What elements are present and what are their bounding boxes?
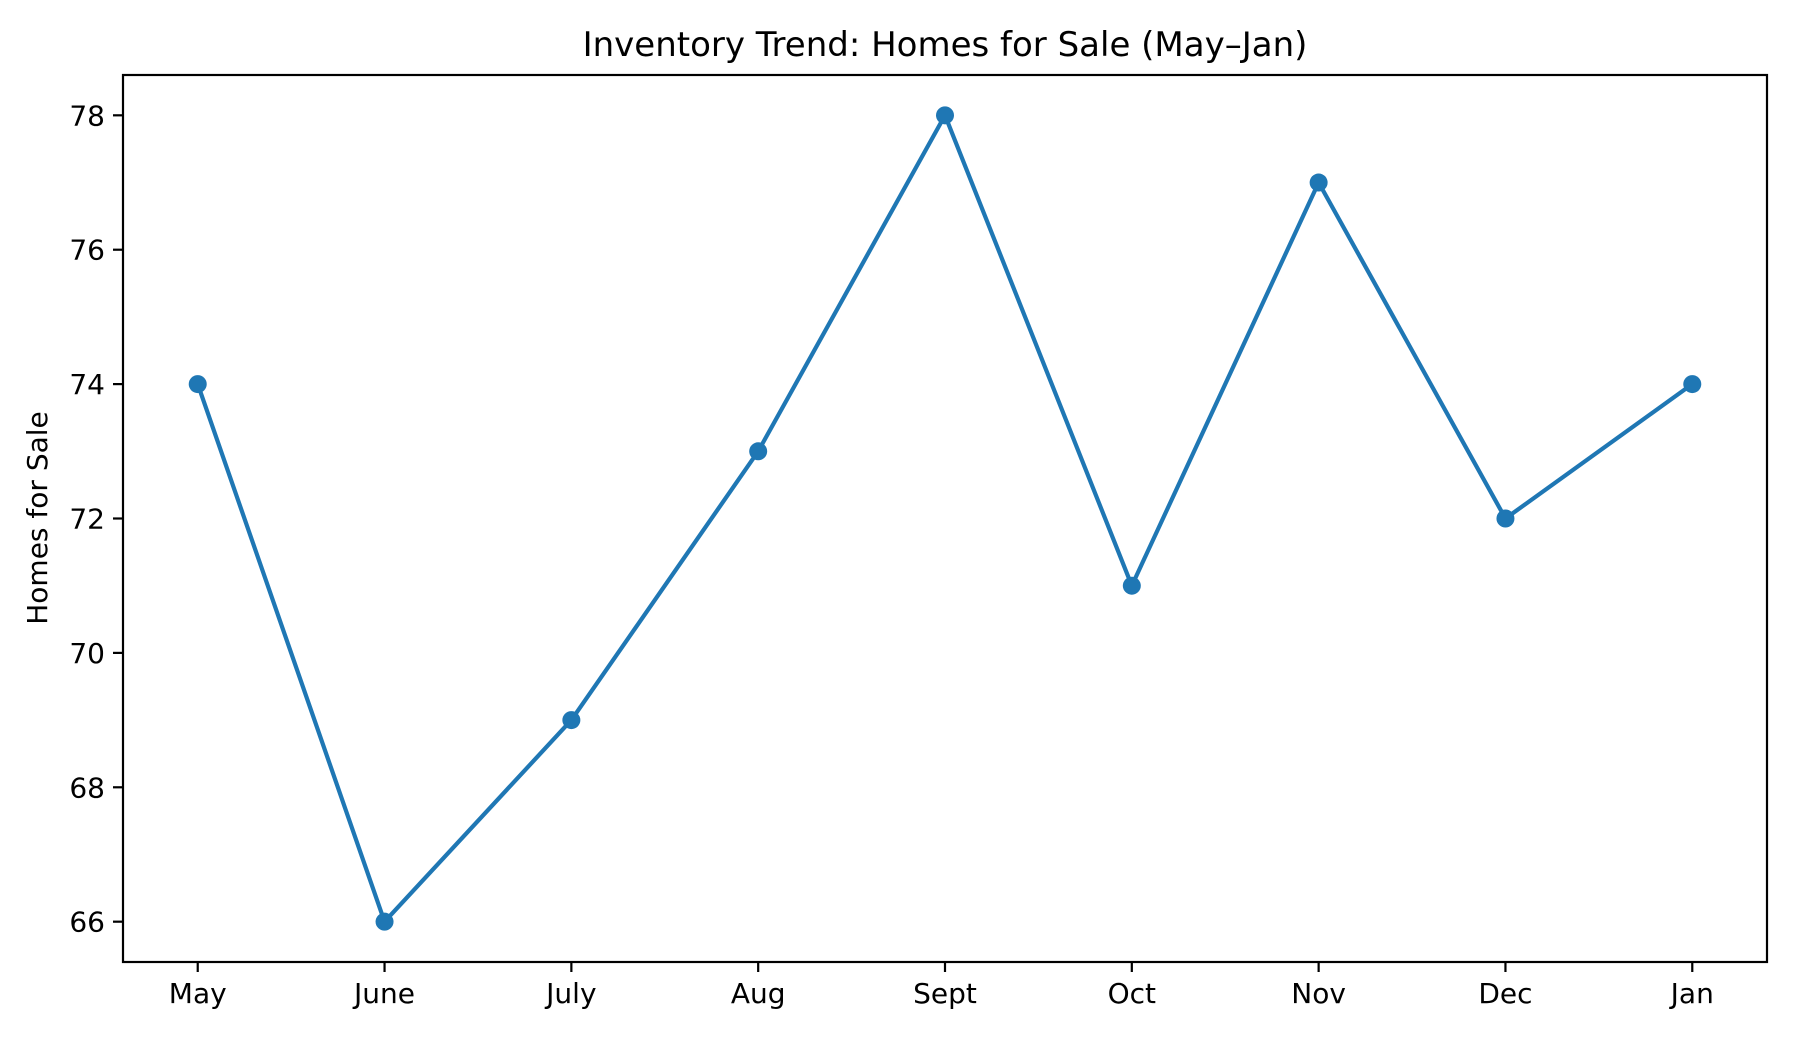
y-axis-label: Homes for Sale [21, 411, 54, 625]
plot-area: 66 68 70 72 74 76 78 May June July Aug Sept Oct Nov De… [69, 73, 1769, 1010]
y-tick-label: 68 [69, 771, 105, 804]
y-tick-label: 78 [69, 99, 105, 132]
data-point [188, 375, 207, 394]
y-tick-label: 70 [69, 637, 105, 670]
plot-border [121, 73, 1769, 964]
y-tick-label: 76 [69, 234, 105, 267]
x-tick-label: Jan [1669, 977, 1714, 1010]
x-tick-label: June [352, 977, 415, 1010]
x-tick-label: Dec [1478, 977, 1532, 1010]
data-point [936, 106, 954, 125]
data-point [562, 711, 581, 730]
data-point [375, 912, 394, 931]
y-tick-label: 66 [69, 906, 105, 939]
trend-line [195, 113, 1695, 924]
x-tick-label: Aug [731, 977, 786, 1010]
x-tick-label: Oct [1108, 977, 1156, 1010]
data-point [1122, 576, 1141, 595]
x-tick-label: May [169, 977, 227, 1010]
x-tick-label: July [544, 977, 596, 1010]
data-point [749, 442, 768, 461]
data-point [1683, 375, 1702, 394]
x-tick-label: Sept [913, 977, 977, 1010]
y-tick-label: 72 [69, 503, 105, 536]
y-tick-label: 74 [69, 368, 105, 401]
x-tick-label: Nov [1291, 977, 1346, 1010]
chart-title: Inventory Trend: Homes for Sale (May–Jan… [583, 25, 1308, 65]
data-point [1496, 509, 1515, 528]
data-point [1309, 173, 1328, 192]
